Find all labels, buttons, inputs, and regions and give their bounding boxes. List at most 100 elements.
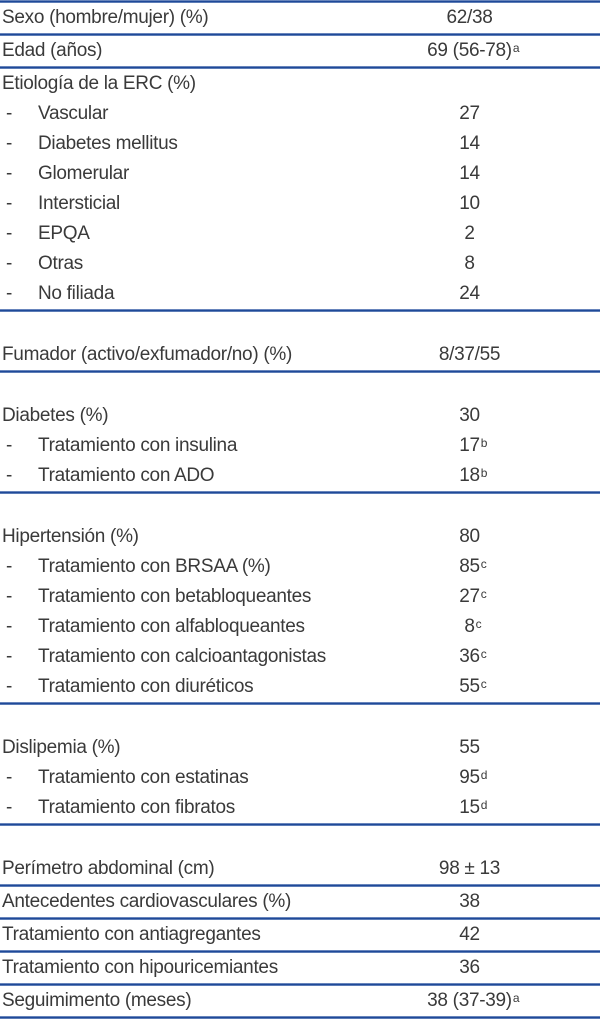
section-gap bbox=[0, 312, 600, 340]
row-value-text: 38 bbox=[459, 891, 480, 912]
table-row: - Tratamiento con insulina 17 b bbox=[0, 431, 600, 461]
row-value: 18 b bbox=[357, 465, 582, 487]
row-value: 95 d bbox=[357, 767, 582, 789]
table-row: - Tratamiento con betabloqueantes 27 c bbox=[0, 582, 600, 612]
row-superscript: a bbox=[512, 991, 520, 1005]
row-value-text: 95 bbox=[459, 767, 480, 788]
row-superscript: c bbox=[475, 617, 482, 631]
row-bullet: - bbox=[6, 133, 13, 154]
table-row: - Intersticial 10 bbox=[0, 189, 600, 219]
row-label: Otras bbox=[38, 253, 83, 274]
row-label: Fumador (activo/exfumador/no) (%) bbox=[2, 344, 292, 365]
row-superscript: d bbox=[480, 768, 488, 782]
row-value-text: 55 bbox=[459, 676, 480, 697]
section-gap bbox=[0, 826, 600, 854]
row-value-text: 98 ± 13 bbox=[438, 858, 501, 879]
row-value: 15 d bbox=[357, 797, 582, 819]
row-label: Edad (años) bbox=[2, 40, 103, 61]
table-row: Seguimimento (meses) 38 (37-39) a bbox=[0, 986, 600, 1016]
row-superscript: c bbox=[480, 557, 487, 571]
row-value: 10 bbox=[357, 193, 582, 215]
row-superscript: b bbox=[480, 436, 488, 450]
row-bullet: - bbox=[6, 676, 13, 697]
row-value-text: 15 bbox=[459, 797, 480, 818]
section-gap bbox=[0, 705, 600, 733]
table-row: - Tratamiento con BRSAA (%) 85 c bbox=[0, 552, 600, 582]
row-value: 62/38 bbox=[357, 7, 582, 29]
row-value-text: 14 bbox=[459, 163, 480, 184]
row-bullet: - bbox=[6, 193, 13, 214]
row-superscript: b bbox=[480, 466, 488, 480]
row-value-text: 42 bbox=[459, 924, 480, 945]
row-value-text: 14 bbox=[459, 133, 480, 154]
table-row: - Tratamiento con ADO 18 b bbox=[0, 461, 600, 491]
separator-line bbox=[0, 0, 600, 3]
row-bullet: - bbox=[6, 797, 13, 818]
row-label: Tratamiento con BRSAA (%) bbox=[38, 556, 271, 577]
separator-line bbox=[0, 823, 600, 826]
separator-line bbox=[0, 1016, 600, 1019]
separator-line bbox=[0, 491, 600, 494]
table-row: Etiología de la ERC (%) bbox=[0, 69, 600, 99]
table-row: Perímetro abdominal (cm) 98 ± 13 bbox=[0, 854, 600, 884]
row-label: Glomerular bbox=[38, 163, 129, 184]
row-value: 38 (37-39) a bbox=[357, 990, 582, 1012]
separator-line bbox=[0, 702, 600, 705]
row-label: Tratamiento con fibratos bbox=[38, 797, 235, 818]
table-row: Fumador (activo/exfumador/no) (%) 8/37/5… bbox=[0, 340, 600, 370]
row-value-text: 10 bbox=[459, 193, 480, 214]
row-bullet: - bbox=[6, 465, 13, 486]
table-row: Diabetes (%) 30 bbox=[0, 401, 600, 431]
separator-line bbox=[0, 33, 600, 36]
row-value-text: 18 bbox=[459, 465, 480, 486]
table-row: Sexo (hombre/mujer) (%) 62/38 bbox=[0, 3, 600, 33]
row-label: Etiología de la ERC (%) bbox=[2, 73, 196, 94]
row-value: 85 c bbox=[357, 556, 582, 578]
row-label: Vascular bbox=[38, 103, 109, 124]
section-gap bbox=[0, 494, 600, 522]
row-bullet: - bbox=[6, 767, 13, 788]
row-value-text: 55 bbox=[459, 737, 480, 758]
row-value: 38 bbox=[357, 891, 582, 913]
separator-line bbox=[0, 884, 600, 887]
row-value-text: 24 bbox=[459, 283, 480, 304]
table-row: - No filiada 24 bbox=[0, 279, 600, 309]
table-row: - Vascular 27 bbox=[0, 99, 600, 129]
row-value: 27 c bbox=[357, 586, 582, 608]
table-row: Antecedentes cardiovasculares (%) 38 bbox=[0, 887, 600, 917]
row-label: Tratamiento con alfabloqueantes bbox=[38, 616, 305, 637]
row-value: 80 bbox=[357, 526, 582, 548]
table-row: Tratamiento con antiagregantes 42 bbox=[0, 920, 600, 950]
row-value-text: 8 bbox=[464, 253, 475, 274]
table-row: Hipertensión (%) 80 bbox=[0, 522, 600, 552]
row-bullet: - bbox=[6, 616, 13, 637]
row-label: Tratamiento con calcioantagonistas bbox=[38, 646, 326, 667]
row-label: EPQA bbox=[38, 223, 90, 244]
row-label: Antecedentes cardiovasculares (%) bbox=[2, 891, 291, 912]
row-superscript: d bbox=[480, 798, 488, 812]
table-row: Tratamiento con hipouricemiantes 36 bbox=[0, 953, 600, 983]
row-value: 42 bbox=[357, 924, 582, 946]
row-label: Diabetes (%) bbox=[2, 405, 109, 426]
row-bullet: - bbox=[6, 586, 13, 607]
row-label: Intersticial bbox=[38, 193, 120, 214]
row-value: 14 bbox=[357, 133, 582, 155]
table-row: - Tratamiento con diuréticos 55 c bbox=[0, 672, 600, 702]
separator-line bbox=[0, 983, 600, 986]
row-bullet: - bbox=[6, 163, 13, 184]
row-label: Hipertensión (%) bbox=[2, 526, 139, 547]
row-value: 55 c bbox=[357, 676, 582, 698]
table-row: - Tratamiento con fibratos 15 d bbox=[0, 793, 600, 823]
row-bullet: - bbox=[6, 646, 13, 667]
row-bullet: - bbox=[6, 556, 13, 577]
row-value-text: 36 bbox=[459, 957, 480, 978]
row-value: 14 bbox=[357, 163, 582, 185]
table-row: - Tratamiento con estatinas 95 d bbox=[0, 763, 600, 793]
row-value-text: 2 bbox=[464, 223, 475, 244]
table-row: - Otras 8 bbox=[0, 249, 600, 279]
table-row: - Glomerular 14 bbox=[0, 159, 600, 189]
row-value-text: 36 bbox=[459, 646, 480, 667]
row-superscript: a bbox=[512, 41, 520, 55]
row-bullet: - bbox=[6, 435, 13, 456]
